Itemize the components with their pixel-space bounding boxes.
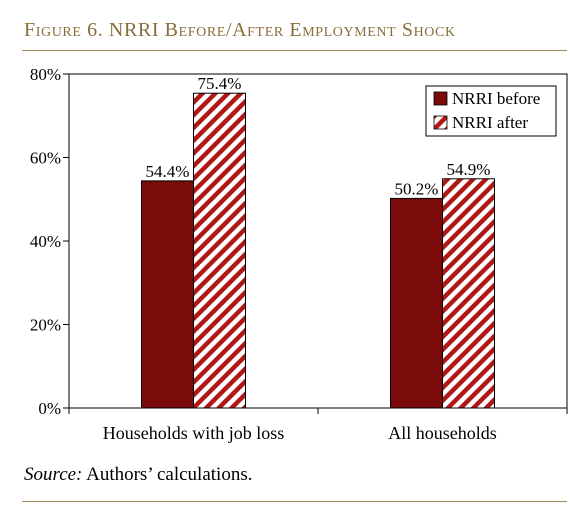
legend-label-after: NRRI after: [452, 113, 528, 132]
legend-swatch-after: [433, 115, 448, 130]
data-label: 54.9%: [447, 160, 491, 179]
x-category-label: All households: [388, 423, 497, 443]
source-note: Source: Authors’ calculations.: [24, 464, 252, 486]
footer-rule: [22, 501, 567, 502]
data-labels: 54.4% 75.4% 50.2% 54.9%: [146, 74, 491, 198]
legend-label-before: NRRI before: [452, 89, 540, 108]
data-label: 54.4%: [146, 162, 190, 181]
x-category-label: Households with job loss: [103, 423, 285, 443]
y-tick-label: 0%: [38, 399, 61, 418]
bar-after: [442, 178, 495, 409]
y-tick-label: 80%: [30, 65, 61, 84]
source-text: Authors’ calculations.: [82, 464, 253, 485]
x-axis: Households with job loss All households: [68, 408, 568, 443]
legend: NRRI before NRRI after: [425, 85, 557, 137]
bars: [141, 92, 495, 409]
data-label: 50.2%: [395, 179, 439, 198]
bar-after: [193, 92, 246, 409]
legend-swatch-before: [433, 91, 448, 106]
legend-box: [425, 85, 557, 137]
y-tick-label: 40%: [30, 232, 61, 251]
source-label: Source:: [24, 464, 83, 485]
y-tick-label: 20%: [30, 316, 61, 335]
bar-before: [390, 197, 443, 409]
title-rule: [22, 50, 567, 51]
y-tick-label: 60%: [30, 149, 61, 168]
y-axis: 0% 20% 40% 60% 80%: [30, 65, 69, 418]
data-label: 75.4%: [198, 74, 242, 93]
bar-before: [141, 180, 194, 409]
figure-title: Figure 6. NRRI Before/After Employment S…: [24, 19, 456, 41]
